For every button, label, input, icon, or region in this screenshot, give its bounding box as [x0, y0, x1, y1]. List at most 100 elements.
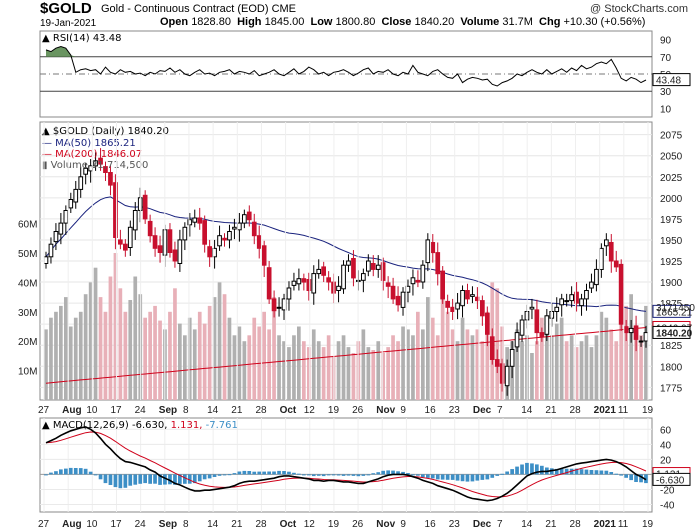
macd-histogram-bar: [416, 474, 420, 476]
macd-histogram-bar: [520, 464, 524, 475]
volume-bar: [143, 317, 147, 400]
macd-histogram-bar: [262, 471, 266, 475]
price-candle: [78, 176, 84, 190]
volume-bar: [267, 329, 271, 400]
volume-bar: [49, 317, 53, 400]
price-tick-label: 2025: [660, 173, 683, 184]
price-candle: [98, 157, 103, 165]
price-candle: [326, 277, 331, 283]
volume-bar: [123, 311, 128, 400]
price-candle: [480, 300, 485, 317]
macd-histogram-bar: [272, 471, 276, 475]
price-tick-label: 1975: [660, 215, 683, 226]
macd-x-tick-label: 2021: [594, 519, 617, 530]
volume-bar: [316, 341, 321, 400]
volume-bar: [435, 335, 440, 400]
macd-x-tick-label: 17: [110, 519, 122, 530]
price-candle: [127, 226, 133, 249]
volume-bar: [530, 353, 534, 400]
price-tick-label: 1950: [660, 236, 683, 247]
price-candle: [103, 166, 108, 174]
volume-bar: [113, 253, 118, 400]
macd-x-tick-label: Nov: [376, 519, 395, 530]
rsi-tick-label: 70: [660, 53, 672, 64]
price-candle: [450, 306, 455, 312]
volume-bar: [217, 282, 222, 400]
price-x-tick-label: 23: [449, 405, 461, 416]
price-candle: [608, 242, 614, 262]
macd-histogram-bar: [168, 474, 172, 485]
macd-histogram-bar: [64, 468, 68, 475]
volume-bar: [277, 335, 281, 400]
chg-label: Chg: [539, 16, 561, 28]
low-label: Low: [310, 16, 333, 28]
macd-last-value: -6.630: [656, 475, 685, 486]
macd-histogram-bar: [227, 474, 232, 476]
volume-bar: [594, 335, 599, 400]
macd-histogram-bar: [118, 474, 123, 489]
rsi-tick-label: 90: [660, 36, 672, 47]
macd-histogram-bar: [237, 471, 242, 475]
volume-tick-label: 50M: [18, 249, 37, 260]
macd-histogram-bar: [341, 474, 346, 476]
macd-histogram-bar: [336, 474, 341, 476]
rsi-last-box: [652, 73, 691, 87]
macd-histogram-bar: [153, 474, 157, 484]
volume-bar: [192, 329, 197, 400]
volume-bar: [381, 353, 385, 400]
price-x-tick-label: 8: [183, 405, 189, 416]
macd-histogram-bar: [361, 474, 366, 476]
macd-histogram-bar: [584, 469, 589, 475]
rsi-tick-label: 30: [660, 87, 672, 98]
price-candle: [108, 172, 113, 186]
macd-x-tick-label: 21: [231, 519, 243, 530]
volume-bar: [287, 347, 291, 400]
price-x-tick-label: 19: [642, 405, 654, 416]
price-candle: [197, 217, 203, 224]
macd-histogram-bar: [490, 474, 495, 478]
macd-histogram-bar: [525, 462, 529, 475]
volume-bar: [584, 335, 589, 400]
macd-histogram-bar: [619, 474, 623, 476]
volume-bar: [73, 317, 78, 400]
macd-histogram-bar: [430, 474, 435, 479]
price-candle: [207, 246, 213, 258]
macd-histogram-bar: [470, 474, 475, 482]
volume-bar: [168, 311, 172, 400]
volume-bar: [59, 305, 63, 400]
volume-bar: [222, 294, 227, 400]
low-value: 1800.80: [335, 16, 376, 28]
price-candle: [514, 332, 520, 348]
volume-bar: [386, 347, 390, 400]
price-candle: [341, 264, 346, 290]
macd-histogram-bar: [307, 474, 311, 476]
volume-bar: [445, 311, 450, 400]
price-candle: [470, 294, 475, 297]
macd-histogram-bar: [202, 474, 207, 480]
price-candle: [539, 332, 545, 338]
price-candle: [415, 279, 421, 283]
macd-histogram-bar: [222, 474, 227, 476]
volume-bar: [64, 297, 68, 400]
volume-bar: [197, 311, 202, 400]
price-candle: [529, 306, 535, 310]
price-x-tick-label: Aug: [62, 405, 81, 416]
volume-bar: [450, 329, 455, 400]
volume-bar: [545, 329, 549, 400]
close-value: 1840.20: [414, 16, 455, 28]
price-candle: [48, 243, 54, 258]
macd-histogram-bar: [579, 469, 584, 475]
volume-bar: [78, 311, 83, 400]
volume-bar: [391, 335, 395, 400]
volume-bar: [376, 341, 381, 400]
macd-x-tick-label: 7: [497, 519, 503, 530]
volume-bar: [158, 320, 162, 400]
volume-bar: [629, 294, 633, 400]
close-last-box: [652, 325, 691, 339]
macd-histogram-bar: [103, 474, 108, 484]
macd-histogram-bar: [356, 474, 361, 477]
volume-bar: [495, 288, 500, 400]
volume-bar: [485, 311, 490, 400]
macd-histogram-bar: [391, 470, 395, 475]
price-candle: [291, 280, 297, 286]
